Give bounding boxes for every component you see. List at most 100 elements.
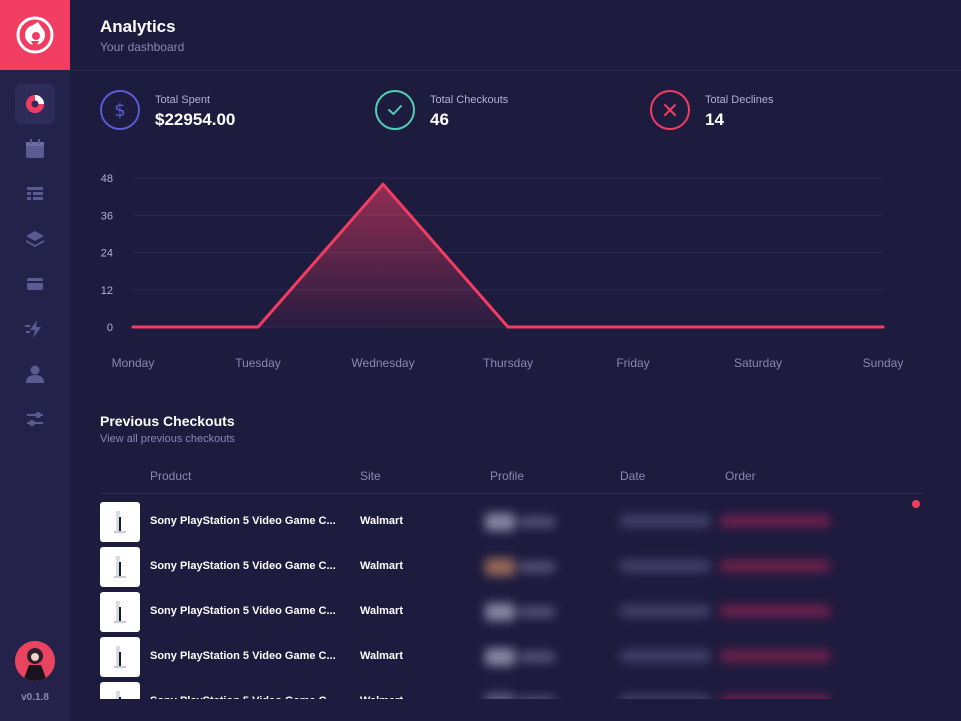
row-profile-redacted [485,693,555,699]
x-tick-label: Wednesday [351,356,414,370]
ps5-image-icon [114,601,126,623]
column-header-product[interactable]: Product [150,469,192,483]
stat-label: Total Checkouts [430,94,509,106]
row-date-redacted [620,650,710,662]
settings-icon [27,412,43,426]
column-header-order[interactable]: Order [725,469,756,483]
row-site: Walmart [360,650,403,662]
avatar-icon [15,641,55,681]
chart-svg: 0 12 24 36 48 Monday Tuesday Wednesday Thursday F… [101,173,904,370]
product-thumbnail [100,547,140,587]
stat-spent-circle: $ [100,90,140,130]
row-product: Sony PlayStation 5 Video Game C... [150,560,336,572]
proxy-icon [25,320,41,338]
product-thumbnail [100,637,140,677]
row-date-redacted [620,560,710,572]
row-site: Walmart [360,560,403,572]
app-version: v0.1.8 [21,692,49,703]
checkouts-chart: 0 12 24 36 48 Monday Tuesday Wednesday Thursday F… [95,165,930,380]
nav-layers[interactable] [15,219,55,259]
row-profile-redacted [485,558,555,576]
data-point-friday[interactable] [631,325,635,329]
data-point-sunday[interactable] [881,325,885,329]
sidebar: v0.1.8 [0,0,70,721]
row-order-redacted [720,650,830,662]
row-product: Sony PlayStation 5 Video Game C... [150,695,355,699]
row-profile-redacted [485,603,555,621]
notification-dot [912,500,920,508]
row-date-redacted [620,515,710,527]
nav-calendar[interactable] [15,129,55,169]
row-order-redacted [720,515,830,527]
column-header-date[interactable]: Date [620,469,646,483]
dollar-icon: $ [114,99,126,121]
column-header-profile[interactable]: Profile [490,469,525,483]
series-line [133,182,883,329]
table-divider [100,493,924,494]
row-order-redacted [720,560,830,572]
row-order-redacted [720,605,830,617]
column-header-site[interactable]: Site [360,469,381,483]
calendar-icon [26,139,44,158]
nav-proxies[interactable] [15,309,55,349]
logo[interactable] [0,0,70,70]
table-row[interactable]: Sony PlayStation 5 Video Game C... Walmar… [100,592,924,632]
stat-value: 14 [705,110,724,129]
ps5-image-icon [114,646,126,668]
pie-chart-icon [26,95,44,113]
row-profile-redacted [485,513,555,531]
x-tick-label: Tuesday [235,356,281,370]
data-point-tuesday[interactable] [256,325,260,329]
layers-icon [26,231,44,247]
check-icon [388,105,402,115]
table-row[interactable]: Sony PlayStation 5 Video Game C... Walmar… [100,547,924,587]
ps5-image-icon [114,556,126,578]
x-tick-label: Saturday [734,356,782,370]
x-tick-label: Friday [616,356,649,370]
y-tick-label: 24 [101,248,113,260]
row-site: Walmart [360,695,403,699]
logo-icon [16,16,54,54]
table-row[interactable]: Sony PlayStation 5 Video Game C... Walmar… [100,637,924,677]
page-subtitle: Your dashboard [100,40,185,54]
table-row[interactable]: Sony PlayStation 5 Video Game C... Walmar… [100,682,924,699]
y-tick-label: 0 [107,322,113,334]
nav-billing[interactable] [15,264,55,304]
page-title: Analytics [100,17,176,36]
ps5-image-icon [114,511,126,533]
stat-declines-circle [650,90,690,130]
row-site: Walmart [360,515,403,527]
stat-label: Total Spent [155,94,211,106]
row-product: Sony PlayStation 5 Video Game C... [150,650,336,662]
tasks-icon [27,187,43,200]
x-tick-label: Monday [112,356,155,370]
row-order-redacted [720,695,830,699]
stat-value: 46 [430,110,449,129]
nav-tasks[interactable] [15,174,55,214]
row-site: Walmart [360,605,403,617]
stat-total-checkouts: Total Checkouts 46 [375,90,595,132]
y-tick-label: 48 [101,173,113,185]
nav-analytics[interactable] [15,84,55,124]
stat-total-spent: $ Total Spent $22954.00 [100,90,320,132]
section-subtitle[interactable]: View all previous checkouts [100,433,235,445]
x-tick-label: Sunday [863,356,904,370]
x-icon [664,104,676,116]
header: Analytics Your dashboard [70,0,961,71]
data-point-wednesday[interactable] [381,182,385,186]
data-point-saturday[interactable] [756,325,760,329]
x-tick-label: Thursday [483,356,533,370]
stat-checkouts-circle [375,90,415,130]
data-point-monday[interactable] [131,325,135,329]
stat-total-declines: Total Declines 14 [650,90,870,132]
profile-icon [26,365,44,383]
avatar[interactable] [15,641,55,681]
ps5-image-icon [116,691,121,699]
table-row[interactable]: Sony PlayStation 5 Video Game C... Walmar… [100,502,924,542]
product-thumbnail [100,502,140,542]
nav-profiles[interactable] [15,354,55,394]
nav-settings[interactable] [15,399,55,439]
y-tick-label: 36 [101,210,113,222]
data-point-thursday[interactable] [506,325,510,329]
stat-value: $22954.00 [155,110,236,129]
